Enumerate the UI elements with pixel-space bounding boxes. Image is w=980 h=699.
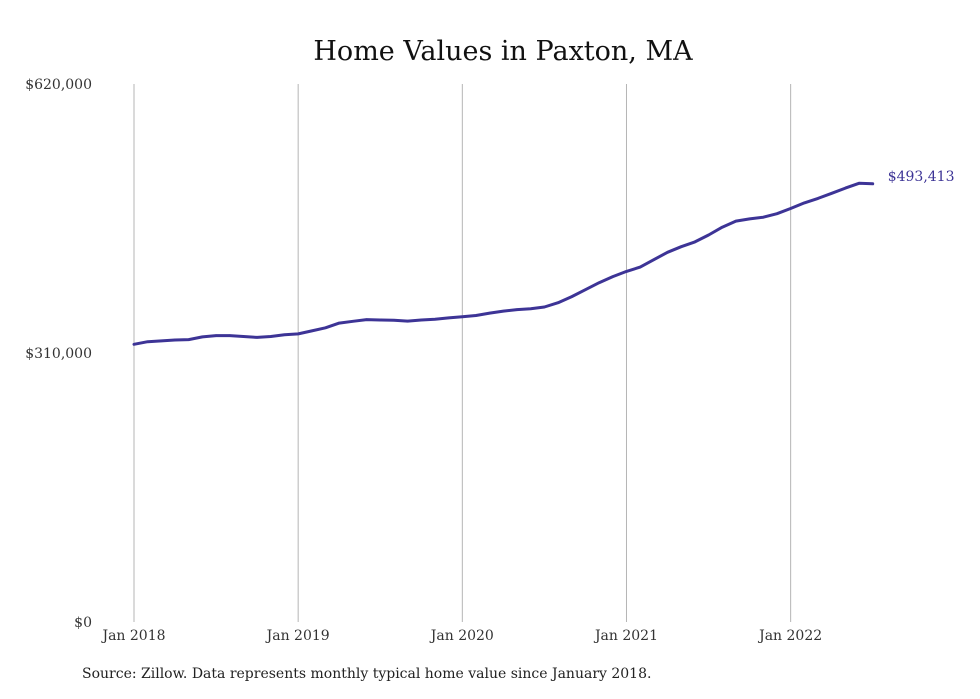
data-point [543,305,546,309]
data-point [556,301,560,304]
x-tick-label: Jan 2018 [100,628,165,644]
y-tick-label: $620,000 [25,77,92,93]
series-layer: $493,413 [132,169,955,346]
data-point [447,316,450,320]
data-point [173,338,177,342]
x-tick-label: Jan 2020 [429,628,494,644]
data-point [242,335,245,338]
data-point [734,219,738,223]
data-point [255,336,259,339]
data-point [721,226,724,229]
data-point [310,329,313,333]
source-note: Source: Zillow. Data represents monthly … [82,666,652,682]
data-point [338,321,341,325]
data-point [871,182,874,185]
data-point [789,207,792,210]
data-point [433,318,437,321]
data-point [570,295,573,298]
data-point [625,270,628,273]
data-point [214,334,218,337]
series-line [132,181,875,346]
data-point [830,192,833,195]
gridlines [133,84,792,622]
data-point [187,338,190,341]
data-point [324,326,327,329]
y-axis-ticks: $0 $310,000 $620,000 [25,77,92,631]
data-point [857,182,861,185]
data-point [474,314,478,317]
data-point [269,335,272,338]
data-point [816,197,820,200]
data-point [515,308,519,311]
data-point [529,307,532,310]
series-end-label: $493,413 [888,169,955,185]
data-point [775,212,779,215]
data-point [228,334,231,337]
data-point [201,335,204,339]
data-point [639,265,642,269]
data-point [132,343,136,346]
x-axis-ticks: Jan 2018 Jan 2019 Jan 2020 Jan 2021 Jan 2022 [100,628,822,644]
data-point [379,318,382,322]
data-point [693,240,697,244]
data-point [666,251,669,254]
data-point [351,320,355,323]
x-tick-label: Jan 2022 [757,628,822,644]
data-point [611,275,614,278]
data-point [283,333,286,336]
data-point [597,281,601,284]
data-point [392,319,396,322]
data-point [707,233,710,237]
data-point [488,311,491,315]
data-point [146,340,149,343]
chart-title: Home Values in Paxton, MA [313,36,693,67]
data-point [461,315,464,318]
data-point [297,332,300,336]
data-point [406,319,409,323]
data-point [652,258,655,261]
y-tick-label: $0 [74,615,92,631]
x-tick-label: Jan 2021 [593,628,658,644]
data-point [680,245,683,248]
data-point [365,318,368,321]
data-point [803,201,806,205]
data-point [420,318,423,322]
y-tick-label: $310,000 [25,346,92,362]
data-point [502,309,505,313]
data-point [748,217,751,221]
data-point [844,186,847,190]
data-point [584,288,587,291]
data-point [762,216,765,219]
x-tick-label: Jan 2019 [265,628,330,644]
data-point [160,339,163,343]
